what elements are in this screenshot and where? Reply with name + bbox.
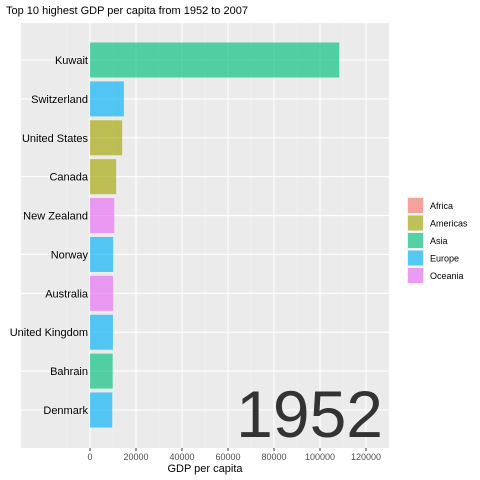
legend-swatch xyxy=(408,250,423,266)
category-label: Denmark xyxy=(43,405,88,417)
bar xyxy=(90,198,115,234)
bar xyxy=(90,236,114,272)
category-label: New Zealand xyxy=(23,211,88,223)
category-label: Bahrain xyxy=(50,366,88,378)
x-axis-ticks: 0 20000 40000 60000 80000 100000 120000 xyxy=(87,448,381,462)
x-tick-label: 40000 xyxy=(169,452,194,462)
x-tick-label: 20000 xyxy=(123,452,148,462)
legend-label: Oceania xyxy=(430,271,464,281)
bar xyxy=(90,392,113,428)
legend-swatch xyxy=(408,268,423,283)
legend-label: Europe xyxy=(430,254,459,264)
legend-swatch xyxy=(408,198,423,213)
bars xyxy=(90,42,340,428)
legend-label: Africa xyxy=(430,201,453,211)
year-label: 1952 xyxy=(236,377,383,451)
category-label: United States xyxy=(22,133,89,145)
bar xyxy=(90,81,124,117)
category-label: Norway xyxy=(51,249,89,261)
category-label: Switzerland xyxy=(31,94,88,106)
category-label: Canada xyxy=(49,172,88,184)
x-tick-label: 100000 xyxy=(305,452,335,462)
legend-swatch xyxy=(408,233,423,248)
x-tick-label: 120000 xyxy=(351,452,381,462)
bar xyxy=(90,314,113,350)
bar xyxy=(90,275,114,311)
category-label: Australia xyxy=(45,288,89,300)
x-tick-label: 60000 xyxy=(215,452,240,462)
bar xyxy=(90,120,123,156)
legend-swatch xyxy=(408,215,423,231)
bar xyxy=(90,42,340,78)
chart-title: Top 10 highest GDP per capita from 1952 … xyxy=(6,5,248,17)
x-axis-title: GDP per capita xyxy=(167,463,243,475)
bar xyxy=(90,159,117,195)
bar xyxy=(90,353,113,389)
x-tick-label: 80000 xyxy=(261,452,286,462)
x-tick-label: 0 xyxy=(87,452,92,462)
legend-label: Americas xyxy=(430,219,468,229)
category-labels: Kuwait Switzerland United States Canada New … xyxy=(10,55,89,417)
legend: Africa Americas Asia Europe Oceania xyxy=(407,197,468,284)
category-label: Kuwait xyxy=(55,55,88,67)
category-label: United Kingdom xyxy=(10,327,88,339)
legend-label: Asia xyxy=(430,236,448,246)
